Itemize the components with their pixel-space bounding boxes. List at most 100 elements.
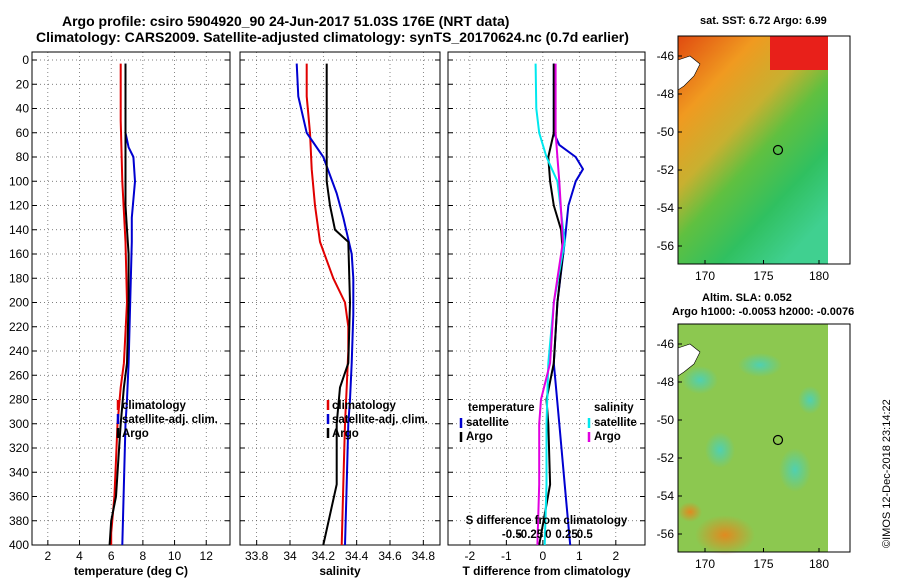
sla-warm-spot [678,502,702,522]
depth-tick-label: 60 [16,126,30,140]
series-line-salinity-satellite [534,63,566,546]
map-lat-label: -50 [657,125,675,139]
depth-tick-label: 280 [9,393,29,407]
legend-label-argo: Argo [332,428,359,440]
legend-label-satellite: satellite-adj. clim. [122,414,218,426]
sla-warm-spot [695,515,755,555]
sst-map-title: sat. SST: 6.72 Argo: 6.99 [700,15,827,27]
sst-map-field [678,36,828,264]
x-tick-label: 2 [612,549,619,563]
legend-label-satellite: satellite-adj. clim. [332,414,428,426]
sla-spot [705,432,735,468]
x-tick-label: 34.2 [312,549,336,563]
depth-tick-label: 200 [9,296,29,310]
map-lat-label: -48 [657,375,675,389]
depth-tick-label: 380 [9,514,29,528]
x-axis-label-top: S difference from climatology [466,515,628,527]
legend-label-climatology: climatology [122,400,187,412]
sst-map-warm-corner [770,36,828,70]
sla-argo-marker [772,434,784,446]
map-lat-label: -54 [657,489,675,503]
depth-tick-label: 120 [9,199,29,213]
x-tick-label: -2 [465,549,476,563]
figure-title-line1: Argo profile: csiro 5904920_90 24-Jun-20… [62,13,509,29]
x-tick-label: 4 [76,549,83,563]
depth-tick-label: 240 [9,344,29,358]
legend-label-sal-argo: Argo [594,431,621,443]
map-lat-label: -52 [657,163,675,177]
s-tick-label: 0 [545,529,551,541]
depth-tick-label: 140 [9,223,29,237]
s-tick-label: -0.5 [502,529,522,541]
series-line-satellite-adj-clim- [121,63,136,546]
map-lat-label: -50 [657,413,675,427]
panel-frame [31,51,231,546]
x-tick-label: 8 [140,549,147,563]
x-tick-label: 34 [283,549,297,563]
map-lon-label: 170 [695,557,715,571]
depth-tick-label: 0 [22,53,29,67]
x-tick-label: -1 [501,549,512,563]
series-line-satellite-adj-clim- [295,63,355,546]
series-line-temperature-satellite [552,63,584,546]
x-axis-label: temperature (deg C) [74,564,188,578]
sst-map-nodata-strip [828,36,850,264]
x-tick-label: 0 [540,549,547,563]
map-lon-label: 175 [753,557,773,571]
sst-map [677,35,851,265]
figure-title-line2: Climatology: CARS2009. Satellite-adjuste… [36,29,629,45]
s-tick-label: 0.25 [555,529,578,541]
depth-tick-label: 400 [9,538,29,552]
x-tick-label: 34.4 [345,549,369,563]
sst-argo-marker [772,144,784,156]
sla-spot [738,353,782,377]
sst-map-axis: 170 175 180 -46 -48 -50 -52 -54 -56 [657,49,830,283]
sla-map-title1: Altim. SLA: 0.052 [702,292,792,304]
map-lat-label: -48 [657,87,675,101]
legend-label-sal-satellite: satellite [594,417,637,429]
map-lon-label: 180 [809,557,829,571]
map-lat-label: -56 [657,239,675,253]
x-axis-label: salinity [319,564,361,578]
x-axis-label: T difference from climatology [462,564,630,578]
x-tick-label: 33.8 [245,549,269,563]
sla-spot [779,448,811,492]
x-tick-label: 34.8 [412,549,436,563]
x-tick-label: 1 [576,549,583,563]
map-lon-label: 175 [753,269,773,283]
sla-map-axis: 170 175 180 -46 -48 -50 -52 -54 -56 [657,337,830,571]
s-tick-label: 0.5 [577,529,594,541]
legend-label-climatology: climatology [332,400,397,412]
map-lat-label: -54 [657,201,675,215]
map-lat-label: -52 [657,451,675,465]
series-line-argo [108,63,130,546]
x-tick-label: 2 [44,549,51,563]
depth-tick-label: 40 [16,102,30,116]
salinity-panel: 33.8 34 34.2 34.4 34.6 34.8 salinity climatolog… [239,51,441,578]
depth-tick-label: 260 [9,368,29,382]
x-tick-label: 34.6 [378,549,402,563]
map-lat-label: -46 [657,337,675,351]
difference-panel: -2 -1 0 1 2T difference from climatology temp… [447,51,646,578]
depth-tick-label: 180 [9,271,29,285]
sla-spot [682,366,718,394]
depth-tick-label: 20 [16,77,30,91]
legend-label-temp-argo: Argo [466,431,493,443]
depth-tick-label: 100 [9,174,29,188]
legend-temp-heading: temperature [468,402,534,414]
map-lon-label: 180 [809,269,829,283]
map-lat-label: -46 [657,49,675,63]
depth-tick-label: 160 [9,247,29,261]
depth-tick-label: 300 [9,417,29,431]
panel-frame [447,51,646,546]
map-lat-label: -56 [657,527,675,541]
depth-tick-label: 320 [9,441,29,455]
depth-tick-label: 360 [9,490,29,504]
sla-map [677,323,851,555]
x-tick-label: 6 [108,549,115,563]
s-tick-label: -0.25 [517,529,544,541]
panel-frame [239,51,441,546]
sla-map-nodata-strip [828,324,850,552]
legend-label-temp-satellite: satellite [466,417,509,429]
